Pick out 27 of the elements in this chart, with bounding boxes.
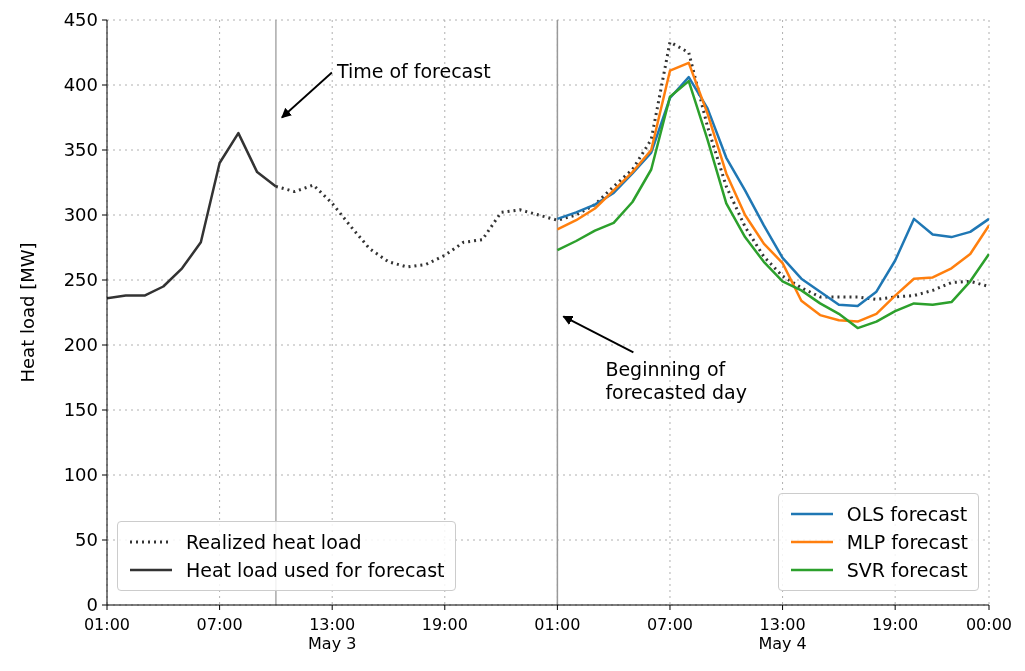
legend-label: MLP forecast [846,531,968,553]
x-tick-label: 19:00 [872,615,919,634]
x-tick-label: 01:00 [83,615,131,634]
y-tick-label: 100 [63,464,98,485]
y-tick-label: 350 [63,139,98,160]
annotation: Time of forecast [335,59,491,82]
x-tick-label: 19:00 [421,615,468,634]
y-tick-label: 450 [63,9,98,30]
x-tick-label: 07:00 [646,615,694,634]
legend-label: Heat load used for forecast [186,559,445,581]
y-tick-label: 250 [63,269,98,290]
x-tick-label: 07:00 [196,615,243,634]
x-tick-label: 13:00 May 3 [308,615,357,653]
y-tick-label: 0 [86,594,98,615]
legend-label: SVR forecast [846,559,968,581]
legend-label: OLS forecast [846,503,968,525]
y-axis-title: Heat load [MW] [17,242,39,383]
x-tick-label: 01:00 [534,615,581,634]
x-tick-label: 00:00 [965,615,1013,634]
x-tick-label: 13:00 May 4 [758,615,807,653]
annotation: Beginning of forecasted day [605,358,747,404]
y-tick-label: 400 [63,74,98,95]
y-tick-label: 50 [75,529,98,550]
y-tick-label: 200 [63,334,98,355]
y-tick-label: 300 [63,204,98,225]
legend-label: Realized heat load [186,531,362,553]
y-tick-label: 150 [63,399,98,420]
